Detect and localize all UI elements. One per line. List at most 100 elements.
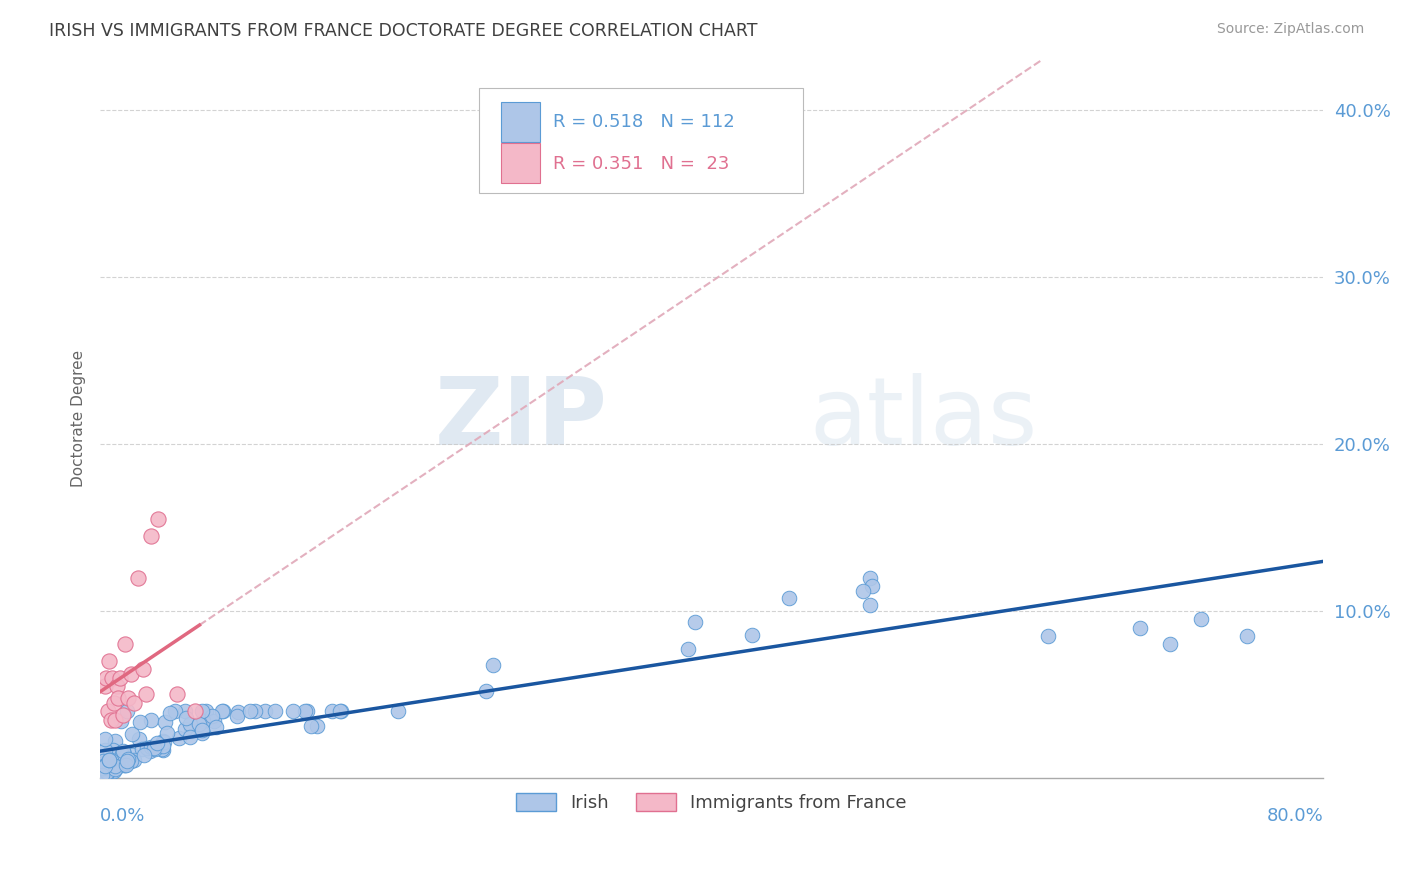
Point xyxy=(104,713,127,727)
Text: R = 0.518   N = 112: R = 0.518 N = 112 xyxy=(553,113,734,131)
Point xyxy=(93,679,115,693)
Point xyxy=(387,704,409,718)
Point xyxy=(94,759,117,773)
Point xyxy=(111,747,134,761)
Point xyxy=(98,762,121,776)
Point xyxy=(239,704,262,718)
FancyBboxPatch shape xyxy=(501,143,540,183)
Point xyxy=(141,713,163,727)
Point xyxy=(139,529,162,543)
Point xyxy=(97,753,120,767)
Point xyxy=(121,727,143,741)
Point xyxy=(100,753,122,767)
Point xyxy=(243,704,266,718)
Point xyxy=(683,615,706,629)
Point xyxy=(281,704,304,718)
Point xyxy=(132,662,155,676)
Point xyxy=(741,628,763,642)
Point xyxy=(114,756,136,770)
Point xyxy=(103,764,125,778)
Point xyxy=(859,570,882,584)
Point xyxy=(211,704,233,718)
Point xyxy=(136,740,159,755)
Point xyxy=(475,684,498,698)
Point xyxy=(93,732,115,747)
Text: Source: ZipAtlas.com: Source: ZipAtlas.com xyxy=(1216,22,1364,37)
Point xyxy=(180,723,202,738)
Point xyxy=(97,704,120,718)
Point xyxy=(127,570,149,584)
Point xyxy=(139,744,162,758)
Point xyxy=(100,745,122,759)
Point xyxy=(114,757,136,772)
Point xyxy=(132,747,155,762)
Point xyxy=(115,754,138,768)
Point xyxy=(330,704,353,718)
Point xyxy=(117,752,139,766)
Point xyxy=(103,760,125,774)
Point xyxy=(104,759,127,773)
Point xyxy=(120,754,142,768)
FancyBboxPatch shape xyxy=(501,102,540,142)
Point xyxy=(91,761,114,775)
Point xyxy=(97,754,120,768)
Point xyxy=(108,671,131,685)
Point xyxy=(103,760,125,774)
Point xyxy=(152,743,174,757)
Point xyxy=(254,704,277,718)
Text: R = 0.351   N =  23: R = 0.351 N = 23 xyxy=(553,155,728,173)
Point xyxy=(859,599,882,613)
Point xyxy=(1159,637,1181,651)
Point xyxy=(98,654,121,668)
Point xyxy=(305,719,328,733)
Point xyxy=(107,690,129,705)
Point xyxy=(264,704,287,718)
Point xyxy=(104,763,127,777)
Point xyxy=(105,679,128,693)
Point xyxy=(852,584,875,599)
Point xyxy=(114,756,136,771)
Point xyxy=(91,754,114,768)
Point xyxy=(114,637,136,651)
Point xyxy=(226,708,249,723)
Point xyxy=(200,709,222,723)
Point xyxy=(299,718,322,732)
Point xyxy=(110,714,132,729)
Point xyxy=(143,742,166,756)
Point xyxy=(120,754,142,768)
Point xyxy=(96,766,118,780)
Point xyxy=(96,671,118,685)
Point xyxy=(100,713,122,727)
Point xyxy=(122,752,145,766)
Point xyxy=(860,579,883,593)
Point xyxy=(150,742,173,756)
Point xyxy=(187,717,209,731)
Point xyxy=(146,736,169,750)
Point xyxy=(114,757,136,772)
Point xyxy=(111,744,134,758)
Point xyxy=(191,714,214,728)
Point xyxy=(112,747,135,762)
Text: 0.0%: 0.0% xyxy=(100,806,145,825)
Point xyxy=(155,715,177,730)
Legend: Irish, Immigrants from France: Irish, Immigrants from France xyxy=(509,786,914,819)
Point xyxy=(93,756,115,770)
FancyBboxPatch shape xyxy=(479,88,803,193)
Point xyxy=(173,704,195,718)
Point xyxy=(294,704,316,718)
Point xyxy=(173,722,195,736)
Point xyxy=(329,704,352,718)
Point xyxy=(321,704,343,718)
Point xyxy=(90,766,112,780)
Point xyxy=(101,671,124,685)
Point xyxy=(1129,621,1152,635)
Point xyxy=(139,739,162,754)
Point xyxy=(295,704,318,718)
Point xyxy=(202,714,225,728)
Point xyxy=(112,707,135,722)
Y-axis label: Doctorate Degree: Doctorate Degree xyxy=(72,351,86,487)
Point xyxy=(103,696,125,710)
Point xyxy=(228,706,250,720)
Point xyxy=(128,731,150,746)
Point xyxy=(135,688,157,702)
